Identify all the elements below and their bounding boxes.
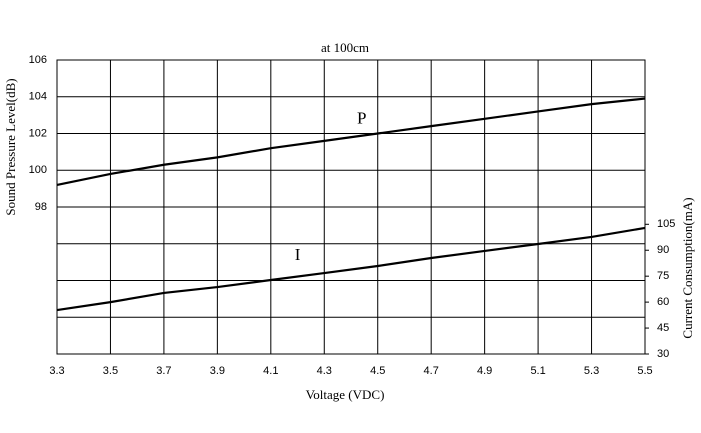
y-tick-label: 104 (29, 91, 47, 103)
x-tick-label: 4.3 (317, 365, 332, 377)
line-series (56, 226, 646, 312)
y2-tick-label: 90 (657, 244, 669, 256)
y2-tick-label: 60 (657, 296, 669, 308)
plot-frame (56, 59, 646, 355)
x-tick-label: 4.9 (477, 365, 492, 377)
series-label: P (357, 108, 366, 127)
x-tick-label: 4.5 (370, 365, 385, 377)
y-tick-label: 106 (29, 54, 47, 66)
x-tick-label: 3.5 (103, 365, 118, 377)
x-axis-label: Voltage (VDC) (306, 387, 385, 402)
x-tick-label: 4.7 (424, 365, 439, 377)
y-axis-label: Sound Pressure Level(dB) (3, 78, 18, 215)
y-tick-label: 100 (29, 164, 47, 176)
x-tick-label: 5.3 (584, 365, 599, 377)
x-tick-label: 5.5 (637, 365, 652, 377)
y2-tick-label: 75 (657, 270, 669, 282)
x-tick-label: 4.1 (263, 365, 278, 377)
x-tick-label: 5.1 (530, 365, 545, 377)
y2-axis-label: Current Consumption(mA) (680, 197, 695, 338)
y2-tick-label: 30 (657, 348, 669, 360)
chart-title: at 100cm (321, 40, 369, 55)
x-tick-label: 3.7 (156, 365, 171, 377)
line-series (56, 97, 646, 187)
y-tick-label: 98 (35, 201, 47, 213)
y-tick-label: 102 (29, 127, 47, 139)
y2-tick-label: 45 (657, 322, 669, 334)
series-label: I (295, 245, 301, 264)
x-tick-label: 3.9 (210, 365, 225, 377)
x-tick-label: 3.3 (49, 365, 64, 377)
y2-tick-label: 105 (657, 218, 675, 230)
